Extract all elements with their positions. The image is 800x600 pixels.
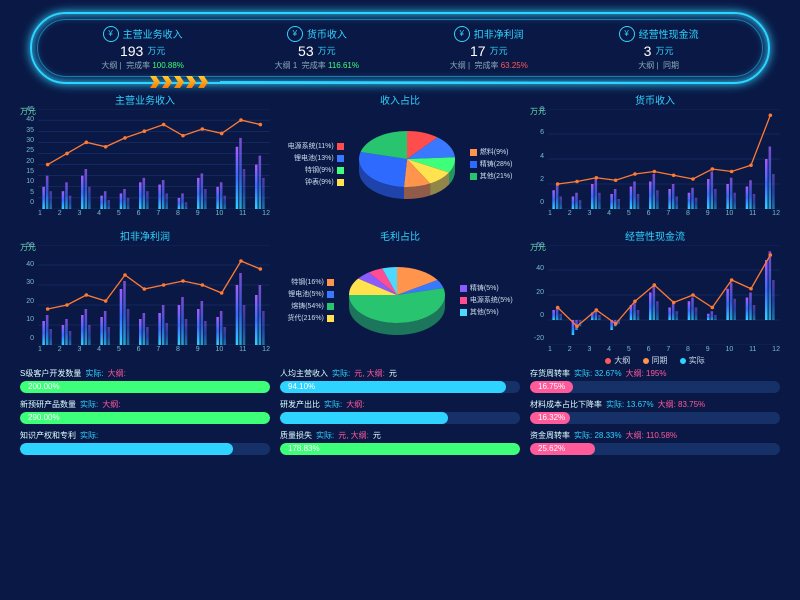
chart-title: 经营性现金流 (530, 228, 780, 243)
kpi-item: ¥ 扣非净利润 17 万元 大纲 | 完成率 63.25% (450, 26, 528, 71)
chart-net-profit: 扣非净利润 万元 01020304050 123456789101112 (20, 228, 270, 358)
chart-revenue: 主营业务收入 万元 051015202530354045 12345678910… (20, 92, 270, 222)
legend-item: 熔铸(54%) (287, 301, 334, 311)
legend-item: 特钢(16%) (287, 277, 334, 287)
kpi-item: ¥ 经营性现金流 3 万元 大纲 | 同期 (619, 26, 699, 71)
kpi-unit: 万元 (490, 44, 508, 57)
pie-title: 收入占比 (280, 92, 520, 107)
yen-icon: ¥ (454, 26, 470, 42)
legend-item: 精铸(28%) (470, 159, 513, 169)
legend-item: 锂电池(5%) (287, 289, 334, 299)
legend-item: 精铸(5%) (460, 283, 513, 293)
kpi-item: ¥ 主营业务收入 193 万元 大纲 | 完成率 100.88% (101, 26, 184, 71)
pie-revenue-share: 收入占比 电源系统(11%) 锂电池(13%) 特钢(9%) 钟表(9%) 燃料(9%… (280, 92, 520, 222)
yen-icon: ¥ (287, 26, 303, 42)
legend-item: 钟表(9%) (288, 177, 344, 187)
kpi-title: 经营性现金流 (639, 26, 699, 41)
progress-col-1: S级客户开发数量 实际: 大纲: 200.00% 新预研产品数量 实际: 大纲:… (20, 364, 270, 455)
legend-item: 锂电池(13%) (288, 153, 344, 163)
kpi-value: 53 (298, 43, 314, 59)
kpi-title: 扣非净利润 (474, 26, 524, 41)
chart-cashflow: 经营性现金流 万元 -200204060 123456789101112 大纲 … (530, 228, 780, 358)
legend-item: 其他(21%) (470, 171, 513, 181)
kpi-sub: 大纲 1 完成率 116.61% (275, 60, 359, 71)
legend-item: 其他(5%) (460, 307, 513, 317)
chart-title: 货币收入 (530, 92, 780, 107)
kpi-capsule: ¥ 主营业务收入 193 万元 大纲 | 完成率 100.88% ¥ 货币收入 … (30, 12, 770, 84)
kpi-value: 17 (470, 43, 486, 59)
kpi-unit: 万元 (655, 44, 673, 57)
kpi-item: ¥ 货币收入 53 万元 大纲 1 完成率 116.61% (275, 26, 359, 71)
yen-icon: ¥ (619, 26, 635, 42)
yen-icon: ¥ (103, 26, 119, 42)
legend-item: 特钢(9%) (288, 165, 344, 175)
progress-bar: S级客户开发数量 实际: 大纲: 200.00% (20, 368, 270, 393)
pie-gross-share: 毛利占比 特钢(16%) 锂电池(5%) 熔铸(54%) 货代(216%) 精铸(5%… (280, 228, 520, 358)
chart-title: 扣非净利润 (20, 228, 270, 243)
kpi-unit: 万元 (147, 44, 165, 57)
legend-item: 燃料(9%) (470, 147, 513, 157)
progress-col-2: 人均主营收入 实际: 元, 大纲: 元 94.10% 研发产出比 实际: 大纲:… (280, 364, 520, 455)
legend-item: 电源系统(11%) (288, 141, 344, 151)
chart-title: 主营业务收入 (20, 92, 270, 107)
kpi-sub: 大纲 | 同期 (638, 60, 679, 71)
kpi-value: 193 (120, 43, 143, 59)
kpi-unit: 万元 (318, 44, 336, 57)
progress-bar: 资金周转率 实际: 28.33% 大纲: 110.58% 25.62% (530, 430, 780, 455)
kpi-sub: 大纲 | 完成率 100.88% (101, 60, 184, 71)
progress-col-3: 存货周转率 实际: 32.67% 大纲: 195% 16.75% 材料成本占比下… (530, 364, 780, 455)
progress-bar: 质量损失 实际: 元, 大纲: 元 178.83% (280, 430, 520, 455)
progress-bar: 存货周转率 实际: 32.67% 大纲: 195% 16.75% (530, 368, 780, 393)
kpi-value: 3 (644, 43, 652, 59)
legend-item: 电源系统(5%) (460, 295, 513, 305)
progress-bar: 新预研产品数量 实际: 大纲: 290.00% (20, 399, 270, 424)
chart-cash-income: 货币收入 万元 02468 123456789101112 (530, 92, 780, 222)
kpi-title: 货币收入 (307, 26, 347, 41)
kpi-sub: 大纲 | 完成率 63.25% (450, 60, 528, 71)
progress-bar: 研发产出比 实际: 大纲: (280, 399, 520, 424)
progress-bar: 人均主营收入 实际: 元, 大纲: 元 94.10% (280, 368, 520, 393)
pie-title: 毛利占比 (280, 228, 520, 243)
kpi-title: 主营业务收入 (123, 26, 183, 41)
legend-item: 货代(216%) (287, 313, 334, 323)
progress-bar: 材料成本占比下降率 实际: 13.67% 大纲: 83.75% 16.32% (530, 399, 780, 424)
progress-bar: 知识产权和专利 实际: (20, 430, 270, 455)
